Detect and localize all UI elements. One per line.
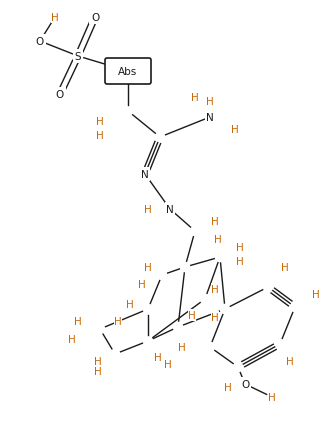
Text: H: H xyxy=(211,216,219,227)
Text: H: H xyxy=(96,117,104,127)
Text: H: H xyxy=(94,356,102,366)
Text: N: N xyxy=(206,113,214,123)
Text: H: H xyxy=(236,243,244,252)
Text: H: H xyxy=(281,262,289,272)
Text: N: N xyxy=(166,205,174,215)
Text: H: H xyxy=(268,392,276,402)
FancyBboxPatch shape xyxy=(105,59,151,85)
Text: H: H xyxy=(126,299,134,309)
Text: H: H xyxy=(211,312,219,322)
Text: O: O xyxy=(36,37,44,47)
Text: H: H xyxy=(236,256,244,266)
Text: S: S xyxy=(75,52,81,62)
Text: H: H xyxy=(214,234,222,244)
Text: H: H xyxy=(144,262,152,272)
Text: H: H xyxy=(94,366,102,376)
Text: H: H xyxy=(68,334,76,344)
Text: O: O xyxy=(91,13,99,23)
Text: H: H xyxy=(154,352,162,362)
Text: H: H xyxy=(188,310,196,320)
Text: H: H xyxy=(96,131,104,141)
Text: H: H xyxy=(178,342,186,352)
Text: H: H xyxy=(164,359,172,369)
Text: H: H xyxy=(312,289,320,299)
Text: H: H xyxy=(144,205,152,215)
Text: H: H xyxy=(286,356,294,366)
Text: H: H xyxy=(51,13,59,23)
Text: N: N xyxy=(141,169,149,180)
Text: H: H xyxy=(211,284,219,294)
Text: H: H xyxy=(191,93,199,103)
Text: Abs: Abs xyxy=(118,67,138,77)
Text: H: H xyxy=(231,125,239,135)
Text: H: H xyxy=(224,382,232,392)
Text: H: H xyxy=(114,316,122,326)
Text: H: H xyxy=(74,316,82,326)
Text: H: H xyxy=(138,280,146,289)
Text: O: O xyxy=(241,379,249,389)
Text: H: H xyxy=(206,97,214,107)
Text: O: O xyxy=(56,90,64,100)
